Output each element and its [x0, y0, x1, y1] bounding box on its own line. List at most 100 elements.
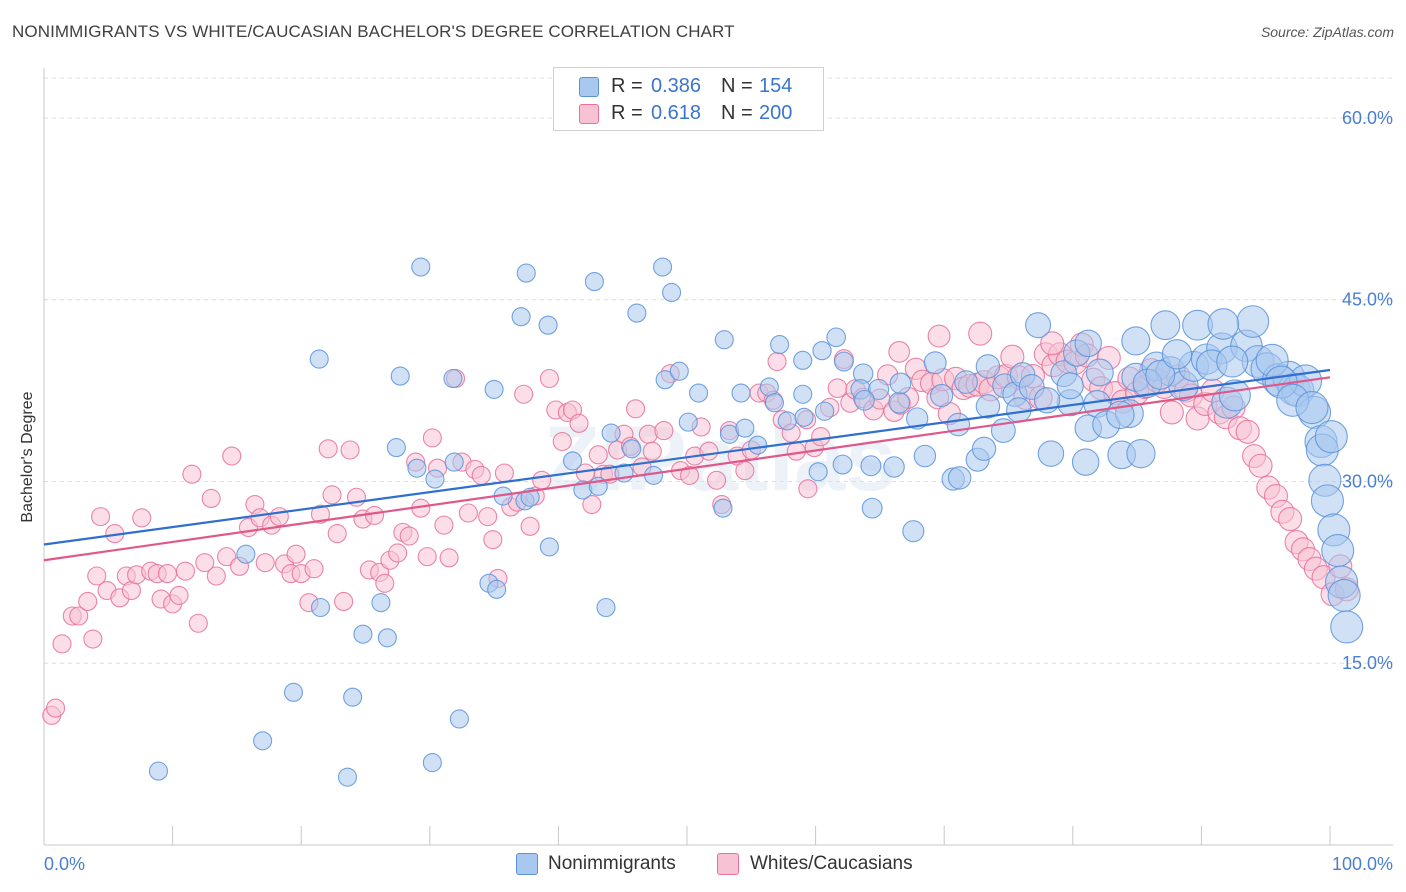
- nonimmigrants-point: [930, 383, 954, 408]
- whites-point: [471, 465, 491, 485]
- nonimmigrants-point: [627, 303, 647, 323]
- correlation-legend: R = 0.386 N = 154 R = 0.618 N = 200: [553, 67, 824, 131]
- legend-n-value: 154: [759, 75, 793, 97]
- whites-point: [222, 446, 242, 466]
- whites-point: [182, 464, 202, 484]
- nonimmigrants-point: [1327, 578, 1361, 612]
- whites-point: [310, 504, 331, 524]
- legend-r-value: 0.386: [651, 75, 702, 97]
- nonimmigrants-point: [861, 497, 883, 519]
- whites-point: [514, 384, 534, 404]
- nonimmigrants-point: [253, 731, 273, 751]
- whites-point: [707, 470, 727, 490]
- chart-title: NONIMMIGRANTS VS WHITE/CAUCASIAN BACHELO…: [12, 22, 735, 41]
- whites-point: [195, 553, 215, 573]
- nonimmigrants-point: [386, 438, 406, 458]
- nonimmigrants-point: [662, 282, 682, 303]
- legend-r-label: R =: [611, 75, 643, 97]
- nonimmigrants-point: [601, 423, 621, 443]
- whites-point: [69, 606, 89, 626]
- nonimmigrants-point: [793, 350, 813, 370]
- whites-point: [157, 564, 178, 584]
- whites-point: [87, 566, 107, 586]
- y-tick-label: 60.0%: [1342, 108, 1393, 128]
- nonimmigrants-point: [923, 351, 947, 375]
- nonimmigrants-point: [808, 462, 828, 482]
- whites-point: [478, 507, 498, 527]
- nonimmigrants-trend-line: [43, 368, 1331, 546]
- whites-point: [364, 505, 385, 525]
- nonimmigrants-point: [1025, 312, 1052, 339]
- nonimmigrants-point: [425, 469, 445, 489]
- nonimmigrants-point: [794, 407, 814, 427]
- x-tick-label-min: 0.0%: [44, 854, 85, 874]
- nonimmigrants-point: [833, 351, 854, 372]
- whites-point: [642, 441, 662, 461]
- nonimmigrants-point: [764, 393, 784, 413]
- nonimmigrants-point: [1126, 438, 1156, 469]
- whites-point: [91, 507, 111, 527]
- legend-row-nonimmigrants: R = 0.386 N = 154: [554, 73, 823, 101]
- whites-point: [827, 378, 848, 399]
- nonimmigrants-point: [353, 624, 373, 644]
- nonimmigrants-point: [539, 537, 559, 557]
- nonimmigrants-point: [484, 379, 504, 399]
- whites-point: [483, 530, 503, 550]
- nonimmigrants-point: [310, 597, 331, 618]
- nonimmigrants-point: [1207, 308, 1240, 340]
- nonimmigrants-point: [1218, 379, 1251, 412]
- legend-row-whites: R = 0.618 N = 200: [554, 100, 823, 128]
- whites-point: [269, 507, 289, 527]
- whites-point: [188, 613, 208, 633]
- legend-r-label: R =: [611, 102, 643, 124]
- whites-point: [318, 439, 338, 459]
- whites-point: [46, 698, 66, 718]
- y-axis-label: Bachelor's Degree: [19, 391, 36, 522]
- axes: 15.0% 30.0% 45.0% 60.0%: [43, 68, 1393, 846]
- nonimmigrants-point: [584, 272, 604, 292]
- nonimmigrants-point: [954, 370, 978, 394]
- nonimmigrants-point: [1216, 345, 1249, 378]
- whites-point: [334, 591, 354, 612]
- y-tick-label: 45.0%: [1342, 290, 1393, 310]
- whites-point: [417, 547, 437, 567]
- nonimmigrants-point: [655, 370, 675, 390]
- whites-point: [654, 421, 674, 441]
- whites-point: [439, 548, 459, 568]
- nonimmigrants-point: [1056, 372, 1084, 400]
- whites-point: [83, 629, 103, 649]
- whites-point: [217, 547, 237, 567]
- whites-trend-line: [43, 376, 1331, 562]
- nonimmigrants-point: [1321, 534, 1355, 568]
- whites-point: [811, 427, 831, 447]
- trend-lines: [43, 368, 1331, 562]
- whites-point: [767, 351, 787, 372]
- nonimmigrants-point: [669, 361, 689, 381]
- nonimmigrants-point: [1310, 484, 1344, 518]
- nonimmigrants-point: [1314, 420, 1348, 454]
- whites-point: [52, 634, 72, 654]
- whites-point: [255, 553, 275, 573]
- nonimmigrants-point: [714, 330, 734, 350]
- nonimmigrants-point: [283, 682, 304, 702]
- nonimmigrants-point: [713, 498, 733, 518]
- whites-point: [132, 508, 152, 528]
- whites-point: [798, 479, 818, 499]
- nonimmigrants-point: [854, 389, 875, 411]
- whites-point: [1159, 400, 1184, 425]
- nonimmigrants-point: [731, 383, 751, 403]
- whites-point: [582, 494, 602, 515]
- nonimmigrants-point: [689, 383, 709, 403]
- whites-point: [78, 591, 98, 612]
- nonimmigrants-point: [889, 372, 912, 395]
- legend-label: Whites/Caucasians: [750, 853, 913, 874]
- y-tick-label: 30.0%: [1342, 471, 1393, 491]
- legend-n-label: N =: [721, 102, 753, 124]
- nonimmigrants-point: [407, 458, 427, 478]
- nonimmigrants-point: [1236, 305, 1270, 338]
- legend-n-label: N =: [721, 75, 753, 97]
- nonimmigrants-point: [390, 366, 410, 386]
- nonimmigrants-point: [343, 687, 363, 707]
- whites-point: [399, 526, 419, 546]
- nonimmigrants-point: [1085, 358, 1114, 387]
